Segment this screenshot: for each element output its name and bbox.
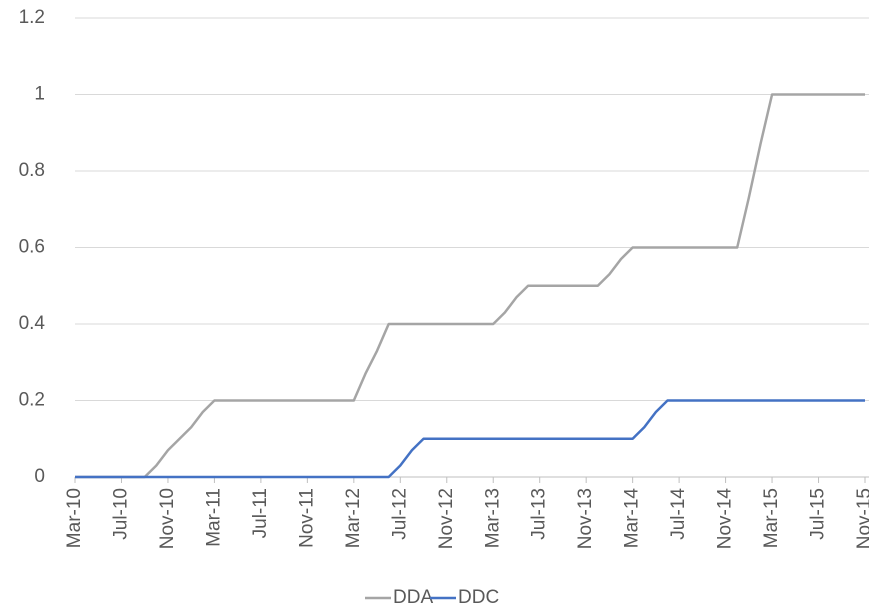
x-tick-label: Jul-10 [110,488,131,540]
x-tick-label: Nov-12 [436,488,457,549]
x-tick-label: Mar-11 [203,488,224,547]
y-tick-label: 0.8 [19,160,45,181]
x-tick-label: Jul-12 [389,488,410,540]
y-tick-label: 0.6 [19,237,45,258]
x-tick-label: Nov-14 [715,488,736,550]
x-tick-label: Jul-15 [808,488,829,540]
x-tick-label: Jul-14 [668,488,689,540]
data-line [75,399,865,479]
x-tick-label: Jul-11 [250,488,271,538]
y-tick-label: 0.2 [19,390,45,411]
x-tick-label: Nov-10 [157,488,178,549]
y-tick-label: 1.2 [19,7,45,28]
x-tick-label: Nov-13 [575,488,596,549]
y-tick-label: 1 [34,84,45,105]
x-tick-label: Nov-15 [854,488,869,549]
x-tick-label: Mar-10 [64,488,85,548]
data-line [75,93,865,479]
x-tick-label: Jul-13 [529,488,550,540]
x-tick-label: Nov-11 [296,488,317,548]
legend-label: DDC [458,587,499,608]
y-tick-label: 0.4 [19,313,46,334]
y-tick-label: 0 [34,466,45,487]
x-tick-label: Mar-12 [343,488,364,548]
x-tick-label: Mar-15 [761,488,782,548]
legend-label: DDA [393,587,433,608]
x-tick-label: Mar-13 [482,488,503,548]
x-tick-label: Mar-14 [622,488,643,549]
